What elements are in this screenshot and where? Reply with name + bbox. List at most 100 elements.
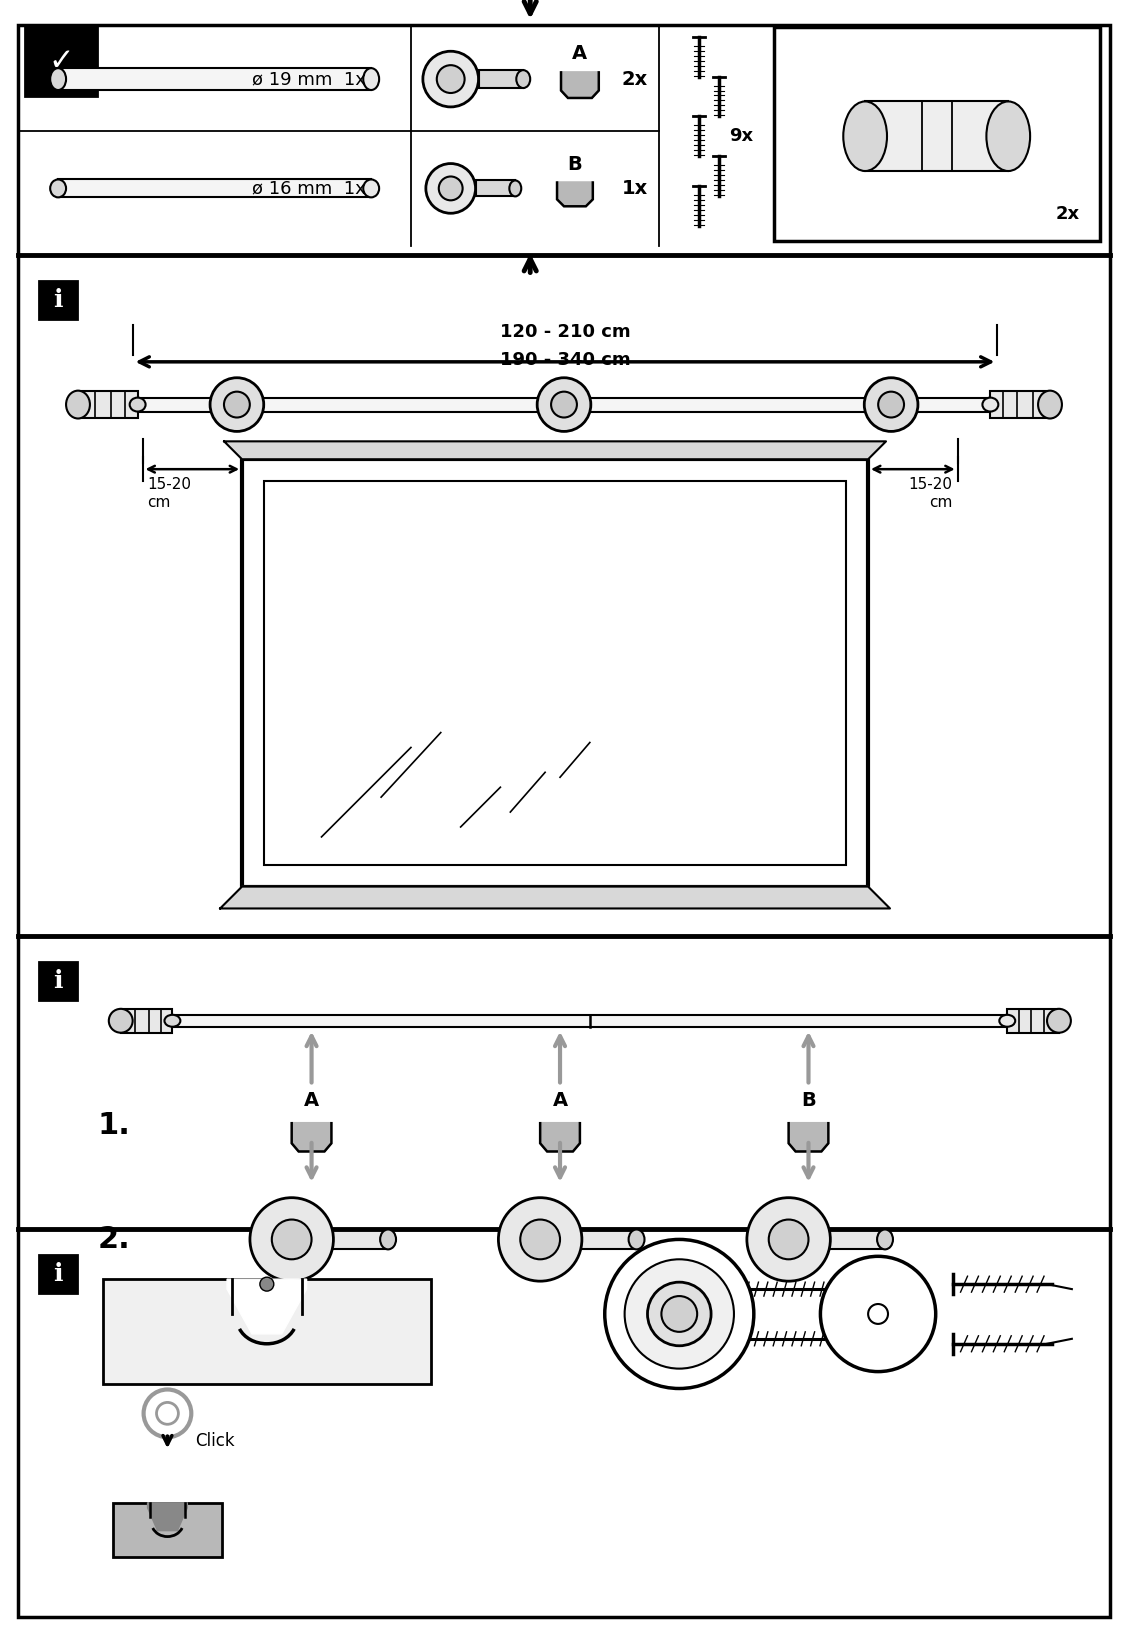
Polygon shape: [540, 1144, 580, 1152]
Bar: [264, 481, 846, 865]
Circle shape: [426, 163, 476, 214]
Ellipse shape: [363, 180, 379, 197]
Bar: [39, 963, 77, 1000]
Ellipse shape: [50, 180, 67, 197]
Polygon shape: [292, 1121, 332, 1152]
Circle shape: [143, 1389, 192, 1438]
Circle shape: [625, 1260, 734, 1369]
Bar: [138, 398, 990, 411]
Text: 15-20
cm: 15-20 cm: [148, 477, 192, 509]
Circle shape: [423, 51, 478, 108]
Circle shape: [647, 1283, 711, 1346]
Circle shape: [437, 65, 465, 93]
Bar: [1007, 1009, 1059, 1033]
Bar: [25, 26, 97, 96]
Bar: [39, 281, 77, 320]
Text: 2x: 2x: [622, 70, 647, 88]
Text: 9x: 9x: [729, 127, 754, 145]
Text: ✓: ✓: [49, 47, 73, 77]
Bar: [113, 1503, 222, 1557]
Bar: [59, 69, 371, 90]
Circle shape: [661, 1296, 697, 1332]
Ellipse shape: [363, 69, 379, 90]
Circle shape: [537, 377, 591, 431]
Polygon shape: [540, 1121, 580, 1152]
Ellipse shape: [108, 1009, 133, 1033]
Bar: [39, 1255, 77, 1293]
Polygon shape: [557, 199, 593, 206]
Polygon shape: [557, 181, 593, 206]
Text: 190 - 340 cm: 190 - 340 cm: [500, 351, 631, 369]
Ellipse shape: [999, 1015, 1015, 1027]
Circle shape: [272, 1219, 311, 1260]
Ellipse shape: [628, 1229, 644, 1250]
Circle shape: [864, 377, 918, 431]
Text: B: B: [801, 1090, 816, 1110]
Circle shape: [224, 392, 249, 418]
Text: ø 19 mm  1x: ø 19 mm 1x: [252, 70, 365, 88]
Ellipse shape: [67, 390, 90, 418]
Circle shape: [259, 1278, 274, 1291]
Polygon shape: [220, 886, 890, 909]
Circle shape: [769, 1219, 809, 1260]
Bar: [478, 70, 523, 88]
Ellipse shape: [50, 69, 67, 90]
Polygon shape: [561, 90, 599, 98]
Bar: [243, 459, 869, 886]
Polygon shape: [224, 441, 885, 459]
Circle shape: [869, 1304, 888, 1324]
Bar: [59, 180, 371, 197]
Text: A: A: [553, 1090, 567, 1110]
Circle shape: [499, 1198, 582, 1281]
Ellipse shape: [878, 1229, 893, 1250]
Text: A: A: [572, 44, 588, 62]
Ellipse shape: [165, 1015, 180, 1027]
Polygon shape: [292, 1144, 332, 1152]
Bar: [173, 1015, 1007, 1027]
Polygon shape: [561, 72, 599, 98]
Text: i: i: [53, 1262, 63, 1286]
Bar: [476, 181, 515, 196]
Ellipse shape: [844, 101, 887, 171]
Ellipse shape: [510, 181, 521, 196]
Text: 2.: 2.: [98, 1226, 131, 1253]
Bar: [78, 390, 138, 418]
Ellipse shape: [1038, 390, 1061, 418]
Bar: [865, 101, 1008, 171]
Text: i: i: [53, 969, 63, 992]
Circle shape: [439, 176, 462, 201]
Text: Click: Click: [195, 1433, 235, 1451]
Circle shape: [747, 1198, 830, 1281]
Circle shape: [520, 1219, 559, 1260]
Bar: [576, 1229, 636, 1250]
Text: 1.: 1.: [98, 1111, 131, 1139]
Polygon shape: [148, 1503, 187, 1531]
Text: A: A: [303, 1090, 319, 1110]
Text: i: i: [53, 289, 63, 312]
Text: 2x: 2x: [1056, 204, 1079, 222]
Circle shape: [820, 1257, 936, 1371]
Text: ø 16 mm  1x: ø 16 mm 1x: [252, 180, 365, 197]
Ellipse shape: [380, 1229, 396, 1250]
Text: 120 - 210 cm: 120 - 210 cm: [500, 323, 631, 341]
Circle shape: [552, 392, 576, 418]
Bar: [103, 1279, 431, 1384]
Ellipse shape: [1047, 1009, 1070, 1033]
Ellipse shape: [986, 101, 1030, 171]
Text: 15-20
cm: 15-20 cm: [908, 477, 953, 509]
Circle shape: [210, 377, 264, 431]
Circle shape: [879, 392, 904, 418]
Polygon shape: [788, 1144, 828, 1152]
Ellipse shape: [130, 398, 146, 411]
Ellipse shape: [982, 398, 998, 411]
Bar: [990, 390, 1050, 418]
Ellipse shape: [517, 70, 530, 88]
Bar: [774, 26, 1100, 240]
Polygon shape: [788, 1121, 828, 1152]
Circle shape: [605, 1239, 754, 1389]
Bar: [121, 1009, 173, 1033]
Polygon shape: [227, 1279, 307, 1333]
Circle shape: [157, 1402, 178, 1425]
Bar: [328, 1229, 388, 1250]
Bar: [826, 1229, 885, 1250]
